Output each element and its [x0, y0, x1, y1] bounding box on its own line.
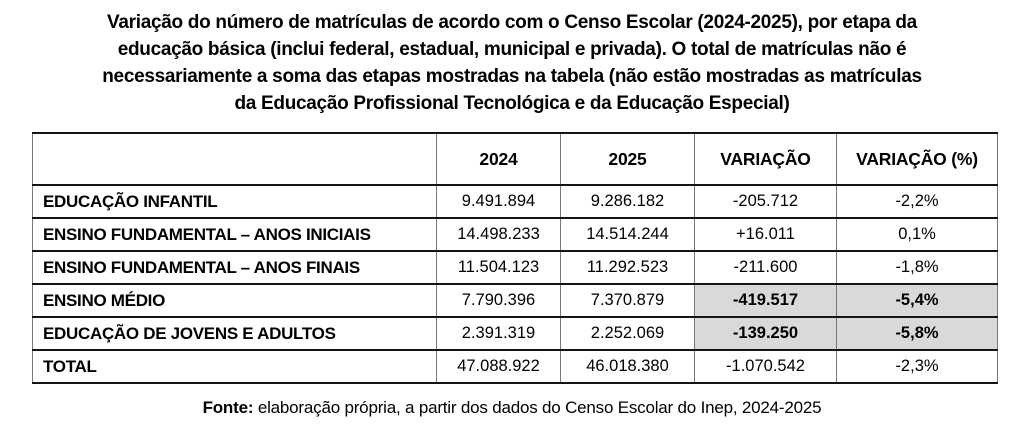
enrollment-table: 2024 2025 VARIAÇÃO VARIAÇÃO (%) EDUCAÇÃO… [32, 132, 998, 384]
table-header-row: 2024 2025 VARIAÇÃO VARIAÇÃO (%) [32, 132, 998, 186]
source-note: Fonte: elaboração própria, a partir dos … [0, 396, 1024, 420]
cell-2024: 14.498.233 [436, 217, 561, 252]
row-label: ENSINO MÉDIO [32, 283, 437, 318]
cell-variacao: -205.712 [694, 184, 837, 219]
cell-variacao-highlighted: -419.517 [694, 283, 837, 318]
title-line-4: da Educação Profissional Tecnológica e d… [234, 93, 790, 114]
row-label: EDUCAÇÃO INFANTIL [32, 184, 437, 219]
header-variacao-pct: VARIAÇÃO (%) [836, 132, 998, 186]
row-label-total: TOTAL [32, 349, 437, 384]
table-row: ENSINO FUNDAMENTAL – ANOS INICIAIS 14.49… [32, 217, 998, 252]
cell-variacao-pct: 0,1% [836, 217, 998, 252]
cell-variacao-pct: -2,3% [836, 349, 998, 384]
cell-2024: 2.391.319 [436, 316, 561, 351]
cell-2024: 11.504.123 [436, 250, 561, 285]
enrollment-table-wrapper: 2024 2025 VARIAÇÃO VARIAÇÃO (%) EDUCAÇÃO… [32, 132, 998, 384]
cell-variacao: +16.011 [694, 217, 837, 252]
figure-title: Variação do número de matrículas de acor… [0, 9, 1024, 117]
table-row: ENSINO MÉDIO 7.790.396 7.370.879 -419.51… [32, 283, 998, 318]
cell-2024: 47.088.922 [436, 349, 561, 384]
source-label: Fonte: [202, 398, 254, 417]
cell-variacao-pct: -2,2% [836, 184, 998, 219]
header-variacao: VARIAÇÃO [694, 132, 837, 186]
cell-variacao-pct-highlighted: -5,4% [836, 283, 998, 318]
title-line-1: Variação do número de matrículas de acor… [107, 12, 917, 33]
title-line-3: necessariamente a soma das etapas mostra… [102, 66, 922, 87]
table-row: EDUCAÇÃO DE JOVENS E ADULTOS 2.391.319 2… [32, 316, 998, 351]
cell-2025: 46.018.380 [560, 349, 695, 384]
cell-2025: 7.370.879 [560, 283, 695, 318]
cell-2024: 9.491.894 [436, 184, 561, 219]
title-line-2: educação básica (inclui federal, estadua… [117, 39, 907, 60]
cell-2024: 7.790.396 [436, 283, 561, 318]
cell-variacao: -211.600 [694, 250, 837, 285]
source-text: elaboração própria, a partir dos dados d… [257, 398, 822, 417]
cell-2025: 14.514.244 [560, 217, 695, 252]
cell-variacao-highlighted: -139.250 [694, 316, 837, 351]
row-label: ENSINO FUNDAMENTAL – ANOS FINAIS [32, 250, 437, 285]
header-etapa-empty [32, 132, 437, 186]
table-row: EDUCAÇÃO INFANTIL 9.491.894 9.286.182 -2… [32, 184, 998, 219]
table-row: ENSINO FUNDAMENTAL – ANOS FINAIS 11.504.… [32, 250, 998, 285]
header-2024: 2024 [436, 132, 561, 186]
row-label: EDUCAÇÃO DE JOVENS E ADULTOS [32, 316, 437, 351]
cell-variacao: -1.070.542 [694, 349, 837, 384]
cell-2025: 9.286.182 [560, 184, 695, 219]
cell-2025: 2.252.069 [560, 316, 695, 351]
header-2025: 2025 [560, 132, 695, 186]
cell-variacao-pct-highlighted: -5,8% [836, 316, 998, 351]
cell-variacao-pct: -1,8% [836, 250, 998, 285]
row-label: ENSINO FUNDAMENTAL – ANOS INICIAIS [32, 217, 437, 252]
table-row-total: TOTAL 47.088.922 46.018.380 -1.070.542 -… [32, 349, 998, 384]
cell-2025: 11.292.523 [560, 250, 695, 285]
